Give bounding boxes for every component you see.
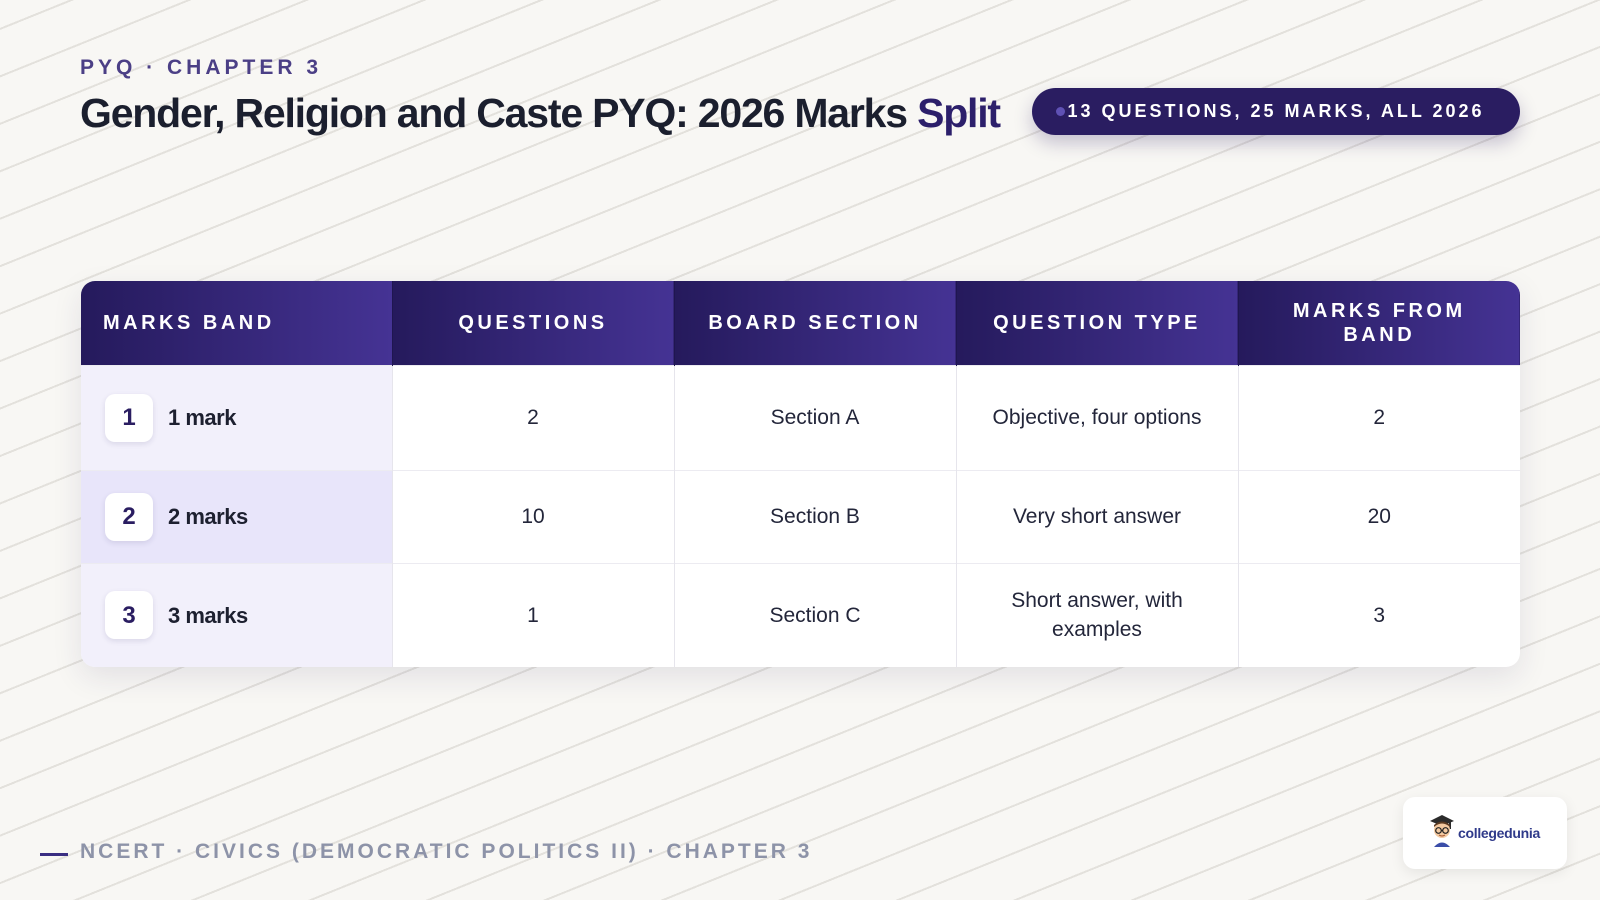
row-number-badge: 1 bbox=[105, 393, 153, 442]
cell-questions: 10 bbox=[391, 469, 674, 563]
title-main: Gender, Religion and Caste PYQ: 2026 Mar… bbox=[80, 90, 918, 136]
row-number-badge: 3 bbox=[105, 591, 153, 640]
table-header-row: MARKS BAND QUESTIONS BOARD SECTION QUEST… bbox=[81, 281, 1520, 365]
band-label: 1 mark bbox=[168, 405, 236, 430]
cell-question-type: Short answer, with examples bbox=[955, 562, 1238, 667]
cell-marks-band: 3 3 marks bbox=[81, 562, 392, 667]
pill-text: 13 QUESTIONS, 25 MARKS, ALL 2026 bbox=[1067, 101, 1485, 121]
summary-pill: 13 QUESTIONS, 25 MARKS, ALL 2026 bbox=[1032, 88, 1520, 135]
page-kicker: PYQ · CHAPTER 3 bbox=[80, 56, 323, 79]
cell-question-type: Objective, four options bbox=[955, 364, 1238, 470]
table-row: 1 1 mark 2 Section A Objective, four opt… bbox=[81, 364, 1520, 470]
band-label: 3 marks bbox=[168, 602, 248, 628]
table-row: 2 2 marks 10 Section B Very short answer… bbox=[81, 469, 1520, 563]
cell-questions: 1 bbox=[391, 562, 674, 667]
page-title: Gender, Religion and Caste PYQ: 2026 Mar… bbox=[80, 90, 1001, 137]
brand-logo[interactable]: collegedunia bbox=[1403, 797, 1567, 869]
cell-questions: 2 bbox=[391, 364, 674, 470]
cell-board-section: Section C bbox=[673, 562, 956, 667]
cell-marks-from-band: 3 bbox=[1237, 562, 1520, 667]
cell-marks-band: 1 1 mark bbox=[81, 364, 392, 470]
title-accent: Split bbox=[917, 90, 1001, 136]
cell-question-type: Very short answer bbox=[955, 469, 1238, 563]
column-header-marks-from-band: MARKS FROM BAND bbox=[1237, 281, 1520, 365]
band-label: 2 marks bbox=[168, 504, 248, 529]
student-mascot-icon bbox=[1429, 814, 1455, 853]
column-header-questions: QUESTIONS bbox=[391, 281, 674, 365]
column-header-question-type: QUESTION TYPE bbox=[955, 281, 1238, 365]
table-row: 3 3 marks 1 Section C Short answer, with… bbox=[81, 562, 1520, 667]
cell-board-section: Section A bbox=[673, 364, 956, 470]
cell-board-section: Section B bbox=[673, 469, 956, 563]
cell-marks-band: 2 2 marks bbox=[81, 469, 392, 563]
footer-breadcrumb: NCERT · CIVICS (DEMOCRATIC POLITICS II) … bbox=[80, 840, 813, 863]
marks-table: MARKS BAND QUESTIONS BOARD SECTION QUEST… bbox=[81, 281, 1520, 667]
footer-accent-line bbox=[40, 853, 68, 856]
marks-table-card: MARKS BAND QUESTIONS BOARD SECTION QUEST… bbox=[81, 281, 1520, 667]
cell-marks-from-band: 2 bbox=[1237, 364, 1520, 470]
column-header-marks-band: MARKS BAND bbox=[81, 281, 392, 365]
column-header-board-section: BOARD SECTION bbox=[673, 281, 956, 365]
logo-text: collegedunia bbox=[1458, 825, 1540, 841]
cell-marks-from-band: 20 bbox=[1237, 469, 1520, 563]
row-number-badge: 2 bbox=[105, 492, 153, 541]
pill-dot-icon bbox=[1056, 107, 1065, 116]
